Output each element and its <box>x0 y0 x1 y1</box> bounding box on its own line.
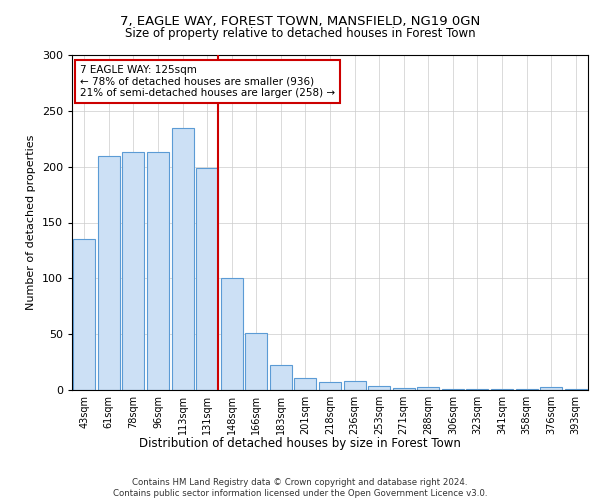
Bar <box>491 389 513 390</box>
Bar <box>344 381 365 390</box>
Bar <box>442 389 464 390</box>
Bar <box>515 389 538 390</box>
Text: Contains HM Land Registry data © Crown copyright and database right 2024.
Contai: Contains HM Land Registry data © Crown c… <box>113 478 487 498</box>
Bar <box>417 386 439 390</box>
Bar <box>122 152 145 390</box>
Text: Size of property relative to detached houses in Forest Town: Size of property relative to detached ho… <box>125 28 475 40</box>
Text: 7 EAGLE WAY: 125sqm
← 78% of detached houses are smaller (936)
21% of semi-detac: 7 EAGLE WAY: 125sqm ← 78% of detached ho… <box>80 65 335 98</box>
Text: Distribution of detached houses by size in Forest Town: Distribution of detached houses by size … <box>139 438 461 450</box>
Bar <box>245 333 268 390</box>
Bar <box>392 388 415 390</box>
Bar <box>466 389 488 390</box>
Bar <box>221 278 243 390</box>
Y-axis label: Number of detached properties: Number of detached properties <box>26 135 36 310</box>
Bar <box>540 386 562 390</box>
Bar <box>196 168 218 390</box>
Bar <box>295 378 316 390</box>
Bar <box>270 366 292 390</box>
Bar <box>147 152 169 390</box>
Bar <box>98 156 120 390</box>
Bar <box>172 128 194 390</box>
Text: 7, EAGLE WAY, FOREST TOWN, MANSFIELD, NG19 0GN: 7, EAGLE WAY, FOREST TOWN, MANSFIELD, NG… <box>120 15 480 28</box>
Bar <box>565 389 587 390</box>
Bar <box>73 240 95 390</box>
Bar <box>319 382 341 390</box>
Bar <box>368 386 390 390</box>
